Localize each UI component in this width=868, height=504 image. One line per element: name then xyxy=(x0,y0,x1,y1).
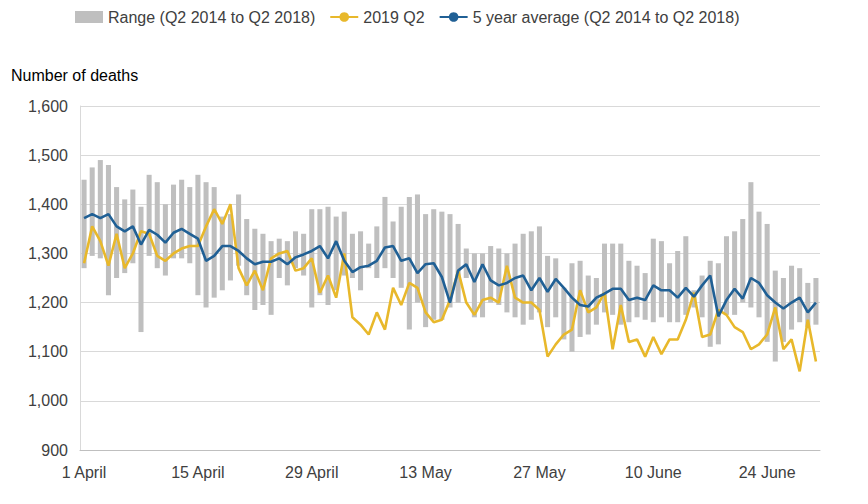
svg-text:Range (Q2 2014 to Q2 2018): Range (Q2 2014 to Q2 2018) xyxy=(108,9,315,26)
svg-text:13 May: 13 May xyxy=(399,464,451,481)
svg-text:1,000: 1,000 xyxy=(28,392,68,409)
svg-text:1,400: 1,400 xyxy=(28,196,68,213)
svg-text:1 April: 1 April xyxy=(62,464,106,481)
svg-text:1,300: 1,300 xyxy=(28,245,68,262)
svg-text:10 June: 10 June xyxy=(625,464,682,481)
svg-text:24 June: 24 June xyxy=(739,464,796,481)
svg-text:27 May: 27 May xyxy=(513,464,565,481)
svg-text:1,600: 1,600 xyxy=(28,98,68,115)
svg-text:Number of deaths: Number of deaths xyxy=(11,67,138,84)
svg-text:2019 Q2: 2019 Q2 xyxy=(363,9,424,26)
svg-text:5 year average (Q2 2014 to Q2: 5 year average (Q2 2014 to Q2 2018) xyxy=(473,9,740,26)
svg-text:1,100: 1,100 xyxy=(28,343,68,360)
svg-text:29 April: 29 April xyxy=(285,464,338,481)
svg-text:1,500: 1,500 xyxy=(28,147,68,164)
svg-text:1,200: 1,200 xyxy=(28,294,68,311)
svg-text:15 April: 15 April xyxy=(171,464,224,481)
svg-text:900: 900 xyxy=(41,442,68,459)
